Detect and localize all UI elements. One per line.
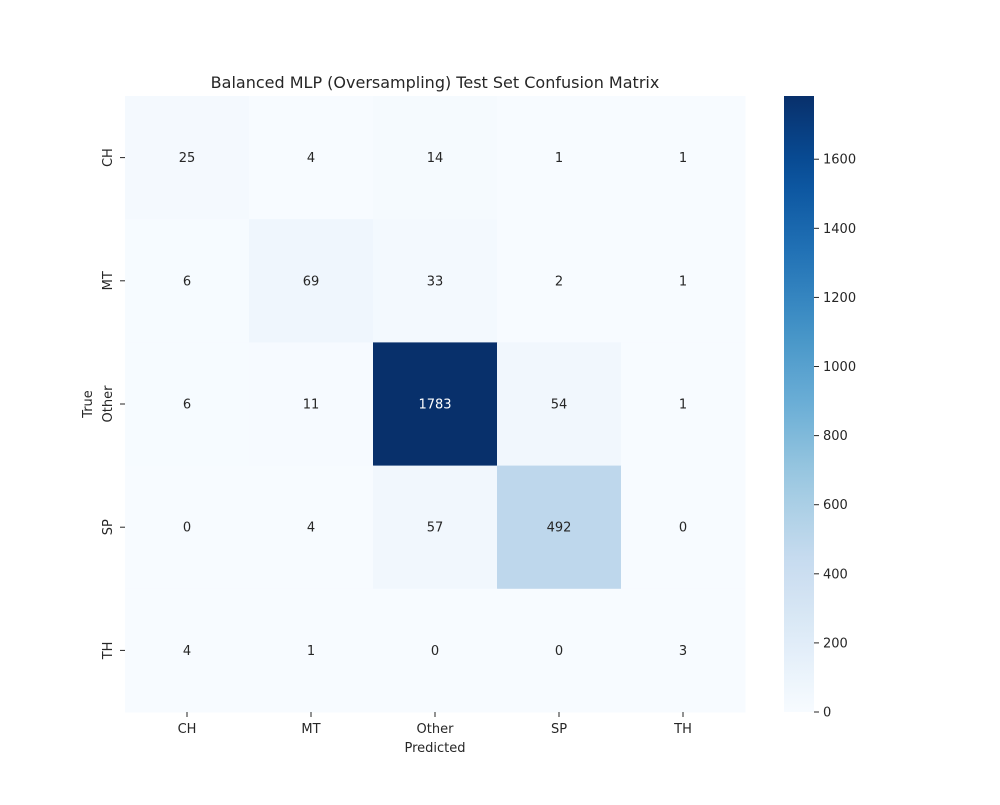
colorbar-tick-label-0: 0 [823,706,831,721]
y-tick-label-TH: TH [101,642,116,661]
heatmap-cell-SP-CH [125,465,250,590]
heatmap-cell-TH-SP [497,588,622,713]
cell-value-SP-SP: 492 [547,521,572,536]
cell-value-TH-Other: 0 [431,644,439,659]
colorbar-tick-label-1600: 1600 [823,153,856,168]
x-tick-label-MT: MT [301,722,320,737]
heatmap-cell-Other-CH [125,342,250,467]
heatmap-cell-SP-MT [249,465,374,590]
cell-value-MT-TH: 1 [679,274,687,289]
heatmap-cell-CH-TH [621,96,746,220]
x-tick-label-SP: SP [551,722,567,737]
y-tick-label-SP: SP [101,519,116,535]
y-axis-ticks: CH MT Other SP TH [101,148,125,660]
cell-value-SP-MT: 4 [307,521,315,536]
heatmap-cell-MT-MT [249,219,374,343]
x-tick-label-TH: TH [673,722,692,737]
heatmap-cell-Other-SP [497,342,622,467]
heatmap-cell-SP-Other [373,465,498,590]
cell-value-Other-TH: 1 [679,398,687,413]
heatmap-cell-Other-Other [373,342,498,467]
cell-value-MT-Other: 33 [427,274,444,289]
colorbar-tick-label-600: 600 [823,498,848,513]
heatmap-cell-CH-Other [373,96,498,220]
heatmap-cell-SP-SP [497,465,622,590]
chart-title: Balanced MLP (Oversampling) Test Set Con… [211,73,660,92]
heatmap-cell-MT-CH [125,219,250,343]
colorbar-tick-label-200: 200 [823,636,848,651]
x-axis-ticks: CH MT Other SP TH [178,712,692,737]
cell-value-TH-TH: 3 [679,644,687,659]
cell-value-TH-MT: 1 [307,644,315,659]
colorbar-tick-label-400: 400 [823,567,848,582]
cell-value-CH-CH: 25 [179,151,196,166]
y-tick-label-MT: MT [101,271,116,290]
heatmap-cell-CH-CH [125,96,250,220]
heatmap-cell-TH-Other [373,588,498,713]
heatmap-cell-CH-SP [497,96,622,220]
y-tick-label-Other: Other [101,385,116,423]
heatmap-cell-MT-SP [497,219,622,343]
colorbar [784,96,814,712]
heatmap-cell-CH-MT [249,96,374,220]
y-axis-label: True [81,390,96,419]
colorbar-tick-label-1400: 1400 [823,222,856,237]
heatmap-cell-labels: 25 4 14 1 16 69 33 2 16 11 1783 54 10 4 57 492 04 1 0 0 3 [179,151,687,659]
heatmap-cell-Other-TH [621,342,746,467]
cell-value-Other-CH: 6 [183,398,191,413]
x-axis-label: Predicted [404,741,465,756]
heatmap-cell-MT-Other [373,219,498,343]
cell-value-CH-Other: 14 [427,151,444,166]
cell-value-TH-CH: 4 [183,644,191,659]
colorbar-tick-label-1200: 1200 [823,291,856,306]
colorbar-ticks: 0 200 400 600 800 1000 1200 1400 1600 [814,153,856,721]
cell-value-MT-MT: 69 [303,274,320,289]
colorbar-tick-label-800: 800 [823,429,848,444]
cell-value-SP-Other: 57 [427,521,444,536]
colorbar-tick-label-1000: 1000 [823,360,856,375]
cell-value-MT-SP: 2 [555,274,563,289]
cell-value-TH-SP: 0 [555,644,563,659]
x-tick-label-CH: CH [178,722,197,737]
cell-value-Other-Other: 1783 [418,398,451,413]
heatmap-cell-Other-MT [249,342,374,467]
x-tick-label-Other: Other [417,722,455,737]
heatmap-cell-TH-MT [249,588,374,713]
heatmap-cell-TH-CH [125,588,250,713]
heatmap-cell-MT-TH [621,219,746,343]
cell-value-CH-SP: 1 [555,151,563,166]
heatmap-cell-TH-TH [621,588,746,713]
cell-value-Other-MT: 11 [303,398,320,413]
cell-value-SP-TH: 0 [679,521,687,536]
cell-value-CH-MT: 4 [307,151,315,166]
cell-value-CH-TH: 1 [679,151,687,166]
heatmap-cells [125,96,746,713]
heatmap-cell-SP-TH [621,465,746,590]
cell-value-MT-CH: 6 [183,274,191,289]
cell-value-SP-CH: 0 [183,521,191,536]
y-tick-label-CH: CH [101,148,116,167]
cell-value-Other-SP: 54 [551,398,568,413]
